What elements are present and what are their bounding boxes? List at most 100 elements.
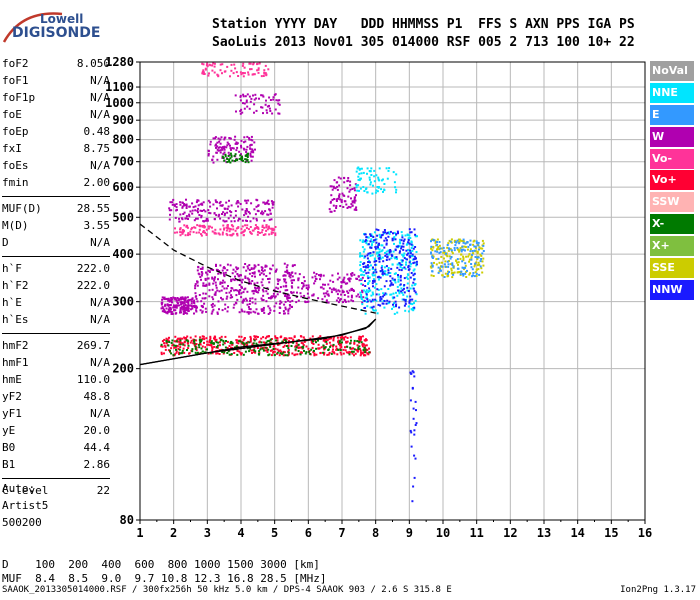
echo-point — [244, 277, 247, 279]
echo-point — [396, 266, 399, 269]
echo-point — [272, 229, 275, 231]
echo-point — [327, 283, 330, 286]
echo-point — [402, 255, 405, 258]
echo-point — [477, 268, 480, 271]
echo-point — [372, 285, 374, 288]
echo-point — [361, 301, 364, 304]
echo-point — [218, 341, 221, 344]
echo-point — [230, 224, 233, 227]
echo-point — [214, 144, 217, 147]
echo-point — [239, 274, 242, 276]
echo-point — [226, 144, 229, 147]
echo-point — [367, 277, 370, 280]
echo-point — [262, 270, 265, 273]
echo-point — [317, 339, 319, 342]
echo-point — [192, 342, 195, 345]
echo-point — [383, 294, 386, 297]
echo-point — [319, 352, 322, 355]
echo-point — [244, 158, 247, 161]
echo-points — [160, 62, 485, 503]
echo-point — [245, 199, 248, 202]
echo-point — [223, 267, 226, 270]
echo-point — [388, 167, 391, 170]
echo-point — [401, 260, 404, 263]
echo-point — [332, 337, 335, 340]
echo-point — [481, 247, 484, 250]
echo-point — [263, 226, 266, 229]
echo-point — [392, 297, 395, 300]
echo-point — [177, 337, 180, 340]
echo-point — [253, 338, 255, 341]
echo-point — [223, 147, 225, 150]
echo-point — [200, 300, 203, 303]
echo-point — [402, 293, 405, 296]
echo-point — [202, 69, 205, 72]
echo-point — [205, 337, 208, 340]
echo-point — [308, 350, 311, 353]
echo-point — [203, 226, 206, 229]
echo-point — [182, 308, 185, 311]
echo-point — [302, 276, 305, 279]
echo-point — [410, 272, 413, 274]
echo-point — [248, 350, 251, 353]
echo-point — [339, 344, 342, 346]
echo-point — [411, 284, 414, 287]
echo-point — [462, 248, 465, 251]
echo-point — [365, 187, 368, 190]
echo-point — [378, 179, 381, 182]
echo-point — [272, 201, 275, 204]
echo-point — [347, 205, 350, 208]
echo-point — [403, 238, 406, 241]
echo-point — [232, 72, 235, 75]
echo-point — [225, 226, 228, 229]
echo-point — [180, 303, 182, 306]
echo-point — [225, 291, 228, 294]
echo-point — [414, 233, 417, 236]
echo-point — [242, 230, 245, 233]
echo-point — [242, 93, 245, 96]
echo-point — [253, 264, 256, 267]
echo-point — [381, 302, 384, 305]
echo-point — [335, 348, 338, 351]
echo-point — [224, 155, 227, 158]
echo-point — [210, 343, 213, 346]
echo-point — [413, 454, 416, 457]
dtable-line2: MUF 8.4 8.5 9.0 9.7 10.8 12.3 16.8 28.5 … — [2, 572, 327, 585]
echo-point — [284, 293, 287, 296]
echo-point — [397, 245, 400, 248]
echo-point — [240, 285, 243, 288]
echo-point — [453, 271, 456, 274]
echo-point — [258, 286, 261, 289]
echo-point — [350, 203, 353, 206]
echo-point — [368, 280, 371, 283]
echo-point — [375, 260, 378, 262]
echo-point — [342, 279, 345, 282]
echo-point — [229, 152, 232, 155]
echo-point — [223, 287, 226, 290]
echo-point — [394, 186, 397, 189]
echo-point — [378, 293, 381, 296]
echo-point — [413, 272, 416, 275]
echo-point — [166, 297, 168, 300]
echo-point — [211, 69, 214, 72]
echo-point — [370, 246, 373, 249]
echo-point — [271, 112, 274, 115]
echo-point — [199, 336, 202, 339]
echo-point — [373, 175, 376, 178]
echo-point — [226, 269, 229, 272]
echo-point — [254, 350, 257, 353]
echo-point — [210, 340, 213, 343]
echo-point — [254, 93, 257, 96]
echo-point — [358, 279, 361, 282]
echo-point — [271, 227, 274, 230]
echo-point — [175, 348, 177, 351]
echo-point — [215, 286, 218, 289]
echo-point — [358, 172, 361, 175]
echo-point — [237, 342, 240, 345]
echo-point — [209, 64, 212, 67]
param-value: N/A — [90, 313, 110, 326]
echo-point — [255, 342, 258, 345]
echo-point — [262, 290, 265, 293]
echo-point — [362, 239, 365, 242]
param-value: N/A — [90, 159, 110, 172]
